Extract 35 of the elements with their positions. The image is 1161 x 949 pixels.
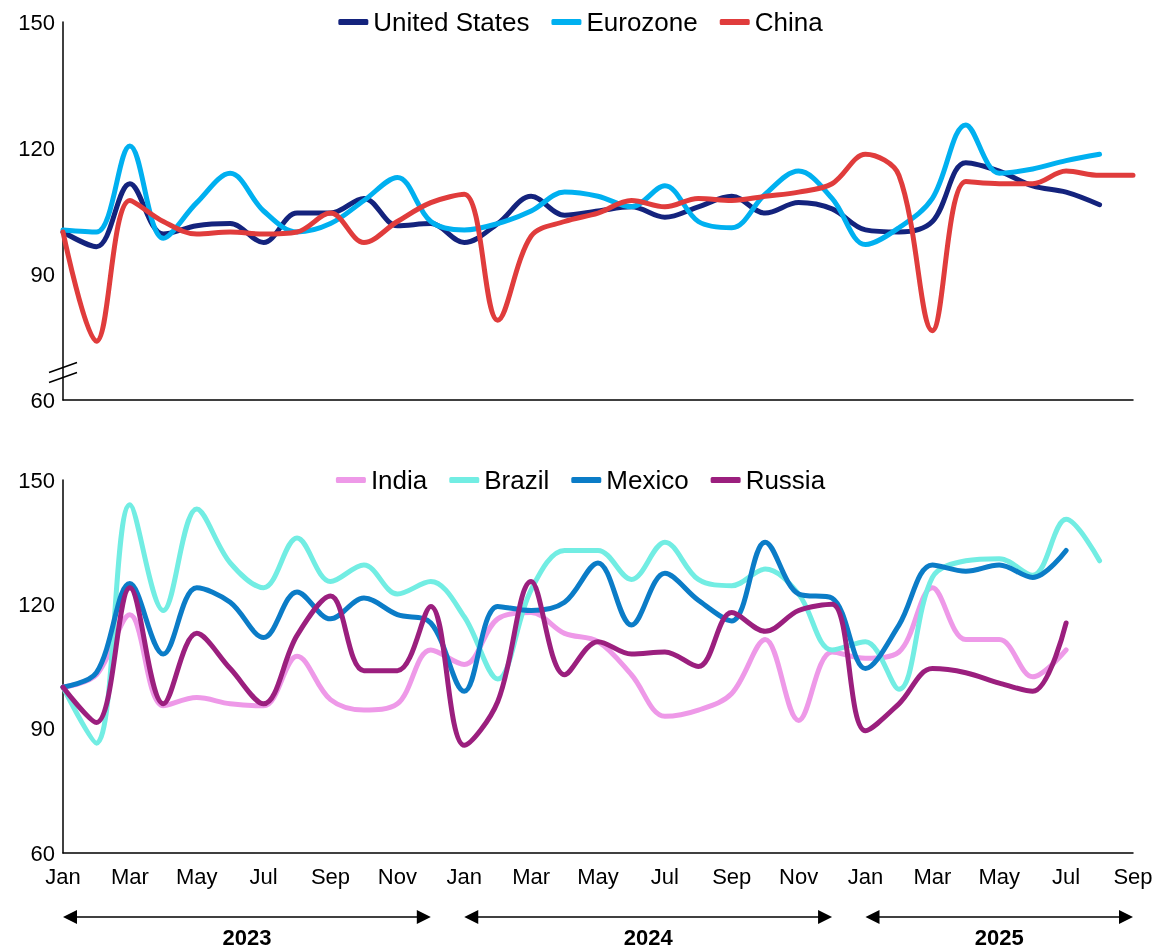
x-tick-label: Jan (446, 863, 482, 889)
x-tick-label: May (978, 863, 1021, 889)
x-tick-label: Sep (310, 863, 351, 889)
legend-label: United States (373, 7, 530, 37)
legend-label: Brazil (484, 465, 550, 495)
text: 2024 (623, 925, 673, 949)
x-tick-label: Nov (377, 863, 417, 889)
x-tick-label: Mar (110, 863, 149, 889)
legend-label: Mexico (606, 465, 689, 495)
text: 2023 (222, 925, 272, 949)
y-tick-label: 90 (30, 716, 55, 742)
y-tick-label: 60 (30, 840, 55, 866)
y-tick-label: 150 (18, 9, 55, 35)
x-tick-label: Jul (1052, 863, 1081, 889)
x-tick-label: May (175, 863, 218, 889)
y-tick-label: 60 (30, 387, 55, 413)
legend-label: India (370, 465, 428, 495)
x-tick-label: Jul (249, 863, 278, 889)
x-tick-label: Sep (712, 863, 752, 889)
x-tick-label: Nov (779, 863, 819, 889)
x-tick-label: Sep (1113, 863, 1153, 889)
y-tick-label: 120 (18, 135, 55, 161)
legend-label: China (754, 7, 824, 37)
x-tick-label: Mar (512, 863, 551, 889)
legend-label: Eurozone (586, 7, 698, 37)
x-tick-label: Mar (913, 863, 952, 889)
y-tick-label: 120 (18, 591, 55, 617)
x-tick-label: May (577, 863, 619, 889)
x-tick-label: Jan (45, 863, 81, 889)
x-tick-label: Jul (650, 863, 679, 889)
y-tick-label: 150 (18, 467, 55, 493)
y-tick-label: 90 (30, 261, 55, 287)
x-tick-label: Jan (847, 863, 884, 889)
legend-label: Russia (745, 465, 826, 495)
text: 2025 (974, 925, 1024, 949)
